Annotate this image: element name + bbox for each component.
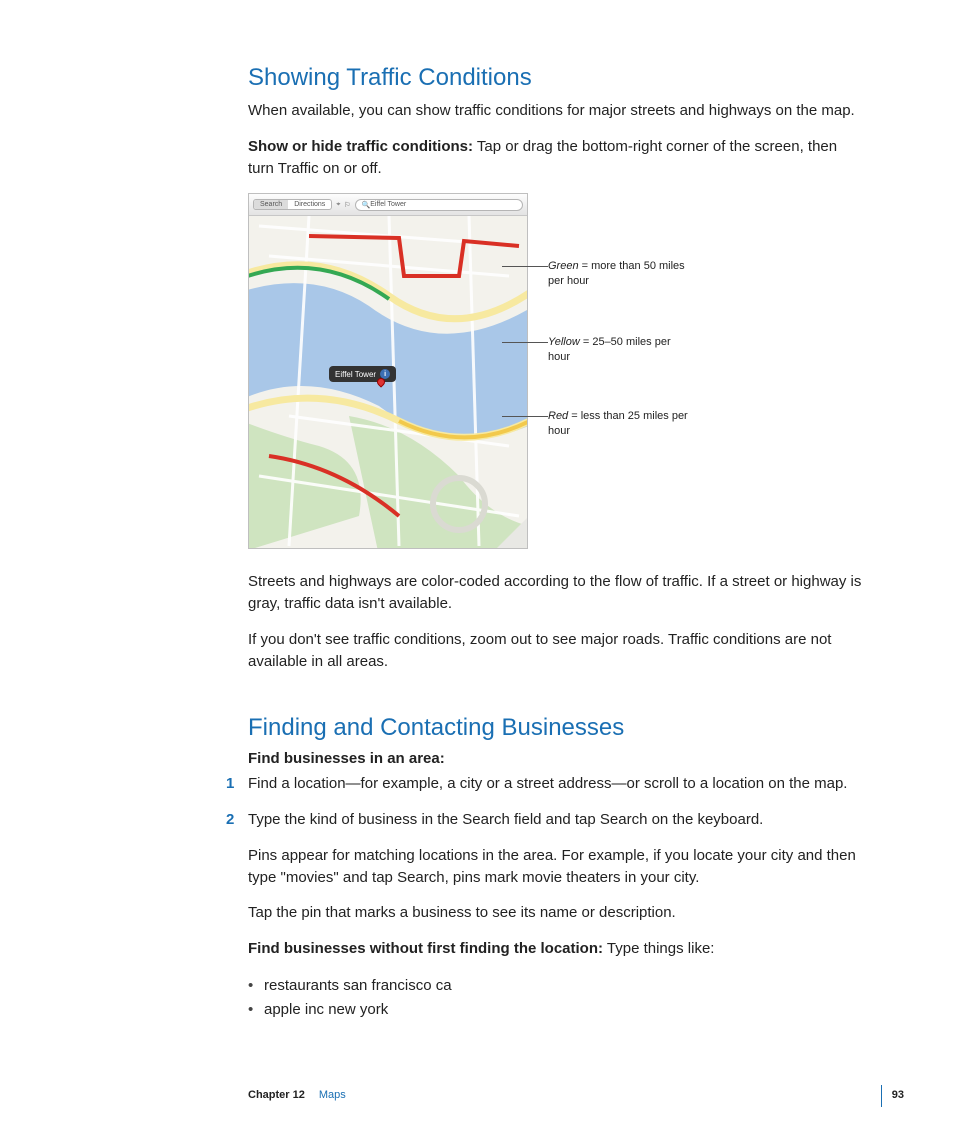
popover-label: Eiffel Tower bbox=[335, 370, 376, 379]
subhead-find: Find businesses in an area: bbox=[248, 750, 864, 767]
seg-search: Search bbox=[254, 200, 288, 209]
step-2: 2Type the kind of business in the Search… bbox=[248, 809, 864, 831]
step-2-text: Type the kind of business in the Search … bbox=[248, 811, 763, 828]
map-toolbar: Search Directions ⌖ ⚐ 🔍 Eiffel Tower bbox=[249, 194, 527, 216]
anno-red-key: Red bbox=[548, 410, 568, 422]
section-heading-businesses: Finding and Contacting Businesses bbox=[248, 714, 864, 742]
traffic-figure: Search Directions ⌖ ⚐ 🔍 Eiffel Tower bbox=[248, 193, 864, 549]
map-popover: Eiffel Tower i bbox=[329, 366, 396, 382]
after-figure-p2: If you don't see traffic conditions, zoo… bbox=[248, 629, 864, 673]
example-1: restaurants san francisco ca bbox=[248, 974, 864, 998]
instruction-find-without: Find businesses without first finding th… bbox=[248, 938, 864, 960]
example-2: apple inc new york bbox=[248, 998, 864, 1022]
section-heading-traffic: Showing Traffic Conditions bbox=[248, 64, 864, 92]
bookmark-icon: ⚐ bbox=[344, 201, 350, 209]
steps-list: 1Find a location—for example, a city or … bbox=[248, 773, 864, 831]
page-footer: Chapter 12 Maps bbox=[248, 1089, 882, 1101]
instruction-show-hide: Show or hide traffic conditions: Tap or … bbox=[248, 136, 864, 180]
pins-paragraph: Pins appear for matching locations in th… bbox=[248, 845, 864, 889]
step-1-text: Find a location—for example, a city or a… bbox=[248, 775, 847, 792]
map-screenshot: Search Directions ⌖ ⚐ 🔍 Eiffel Tower bbox=[248, 193, 528, 549]
anno-green-key: Green bbox=[548, 260, 579, 272]
chapter-name: Maps bbox=[319, 1089, 346, 1101]
tap-pin-paragraph: Tap the pin that marks a business to see… bbox=[248, 902, 864, 924]
page-curl-icon bbox=[497, 518, 527, 548]
search-directions-toggle: Search Directions bbox=[253, 199, 332, 210]
magnifier-icon: 🔍 bbox=[362, 201, 371, 209]
step-1: 1Find a location—for example, a city or … bbox=[248, 773, 864, 795]
footer-divider bbox=[881, 1085, 882, 1107]
chapter-label: Chapter 12 bbox=[248, 1089, 305, 1101]
after-figure-p1: Streets and highways are color-coded acc… bbox=[248, 571, 864, 615]
intro-text: When available, you can show traffic con… bbox=[248, 100, 864, 122]
examples-list: restaurants san francisco ca apple inc n… bbox=[248, 974, 864, 1022]
instruction-label: Show or hide traffic conditions: bbox=[248, 138, 473, 155]
anno-yellow: Yellow = 25–50 miles per hour bbox=[548, 335, 688, 364]
seg-directions: Directions bbox=[288, 200, 331, 209]
anno-red: Red = less than 25 miles per hour bbox=[548, 409, 688, 438]
search-value: Eiffel Tower bbox=[370, 201, 406, 208]
anno-red-text: = less than 25 miles per hour bbox=[548, 410, 688, 436]
map-canvas bbox=[249, 216, 528, 549]
anno-yellow-key: Yellow bbox=[548, 336, 580, 348]
instruction2-body: Type things like: bbox=[603, 940, 714, 957]
instruction2-label: Find businesses without first finding th… bbox=[248, 940, 603, 957]
map-search-field: 🔍 Eiffel Tower bbox=[355, 199, 523, 211]
locate-icon: ⌖ bbox=[336, 201, 340, 209]
page-number: 93 bbox=[892, 1089, 904, 1101]
anno-green: Green = more than 50 miles per hour bbox=[548, 259, 688, 288]
